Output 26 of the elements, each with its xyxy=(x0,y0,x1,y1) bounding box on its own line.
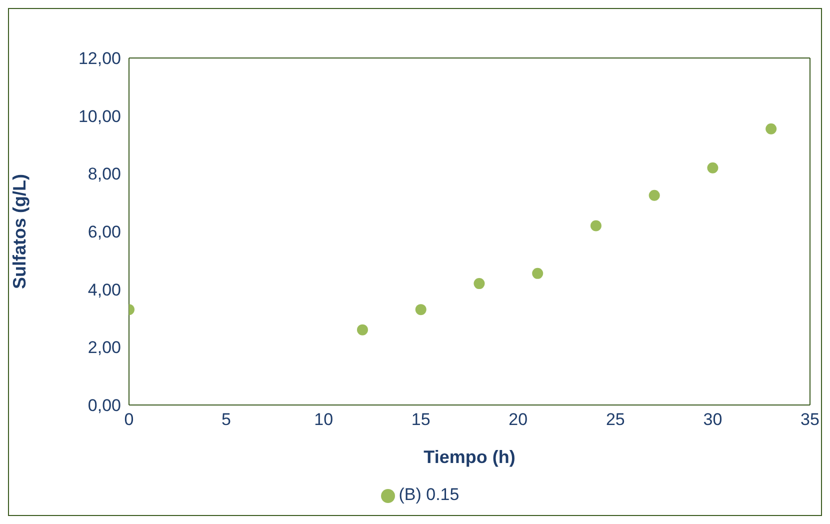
y-tick-label: 2,00 xyxy=(88,338,121,358)
y-tick-label: 8,00 xyxy=(88,164,121,184)
x-tick-label: 35 xyxy=(800,410,820,430)
y-tick-label: 0,00 xyxy=(88,396,121,416)
point xyxy=(590,220,602,232)
x-axis-title: Tiempo (h) xyxy=(424,447,516,467)
y-tick-label: 12,00 xyxy=(78,49,121,68)
x-tick-label: 15 xyxy=(411,410,430,430)
y-tick-label: 6,00 xyxy=(88,222,121,242)
x-tick-label: 25 xyxy=(606,410,625,430)
legend-label: (B) 0.15 xyxy=(398,485,460,504)
point xyxy=(474,278,485,290)
point xyxy=(766,123,777,134)
x-tick-label: 5 xyxy=(222,410,232,430)
x-tick-label: 0 xyxy=(124,410,134,430)
point xyxy=(356,324,368,336)
y-tick-label: 10,00 xyxy=(78,106,121,126)
x-tick-label: 10 xyxy=(314,410,334,430)
point xyxy=(415,304,426,316)
x-tick-label: 30 xyxy=(703,410,722,430)
y-axis-title: Sulfatos (g/L) xyxy=(9,174,30,289)
point xyxy=(532,268,544,279)
point xyxy=(707,162,718,174)
x-tick-label: 20 xyxy=(508,410,528,430)
point xyxy=(648,190,660,201)
y-tick-label: 4,00 xyxy=(88,280,121,300)
